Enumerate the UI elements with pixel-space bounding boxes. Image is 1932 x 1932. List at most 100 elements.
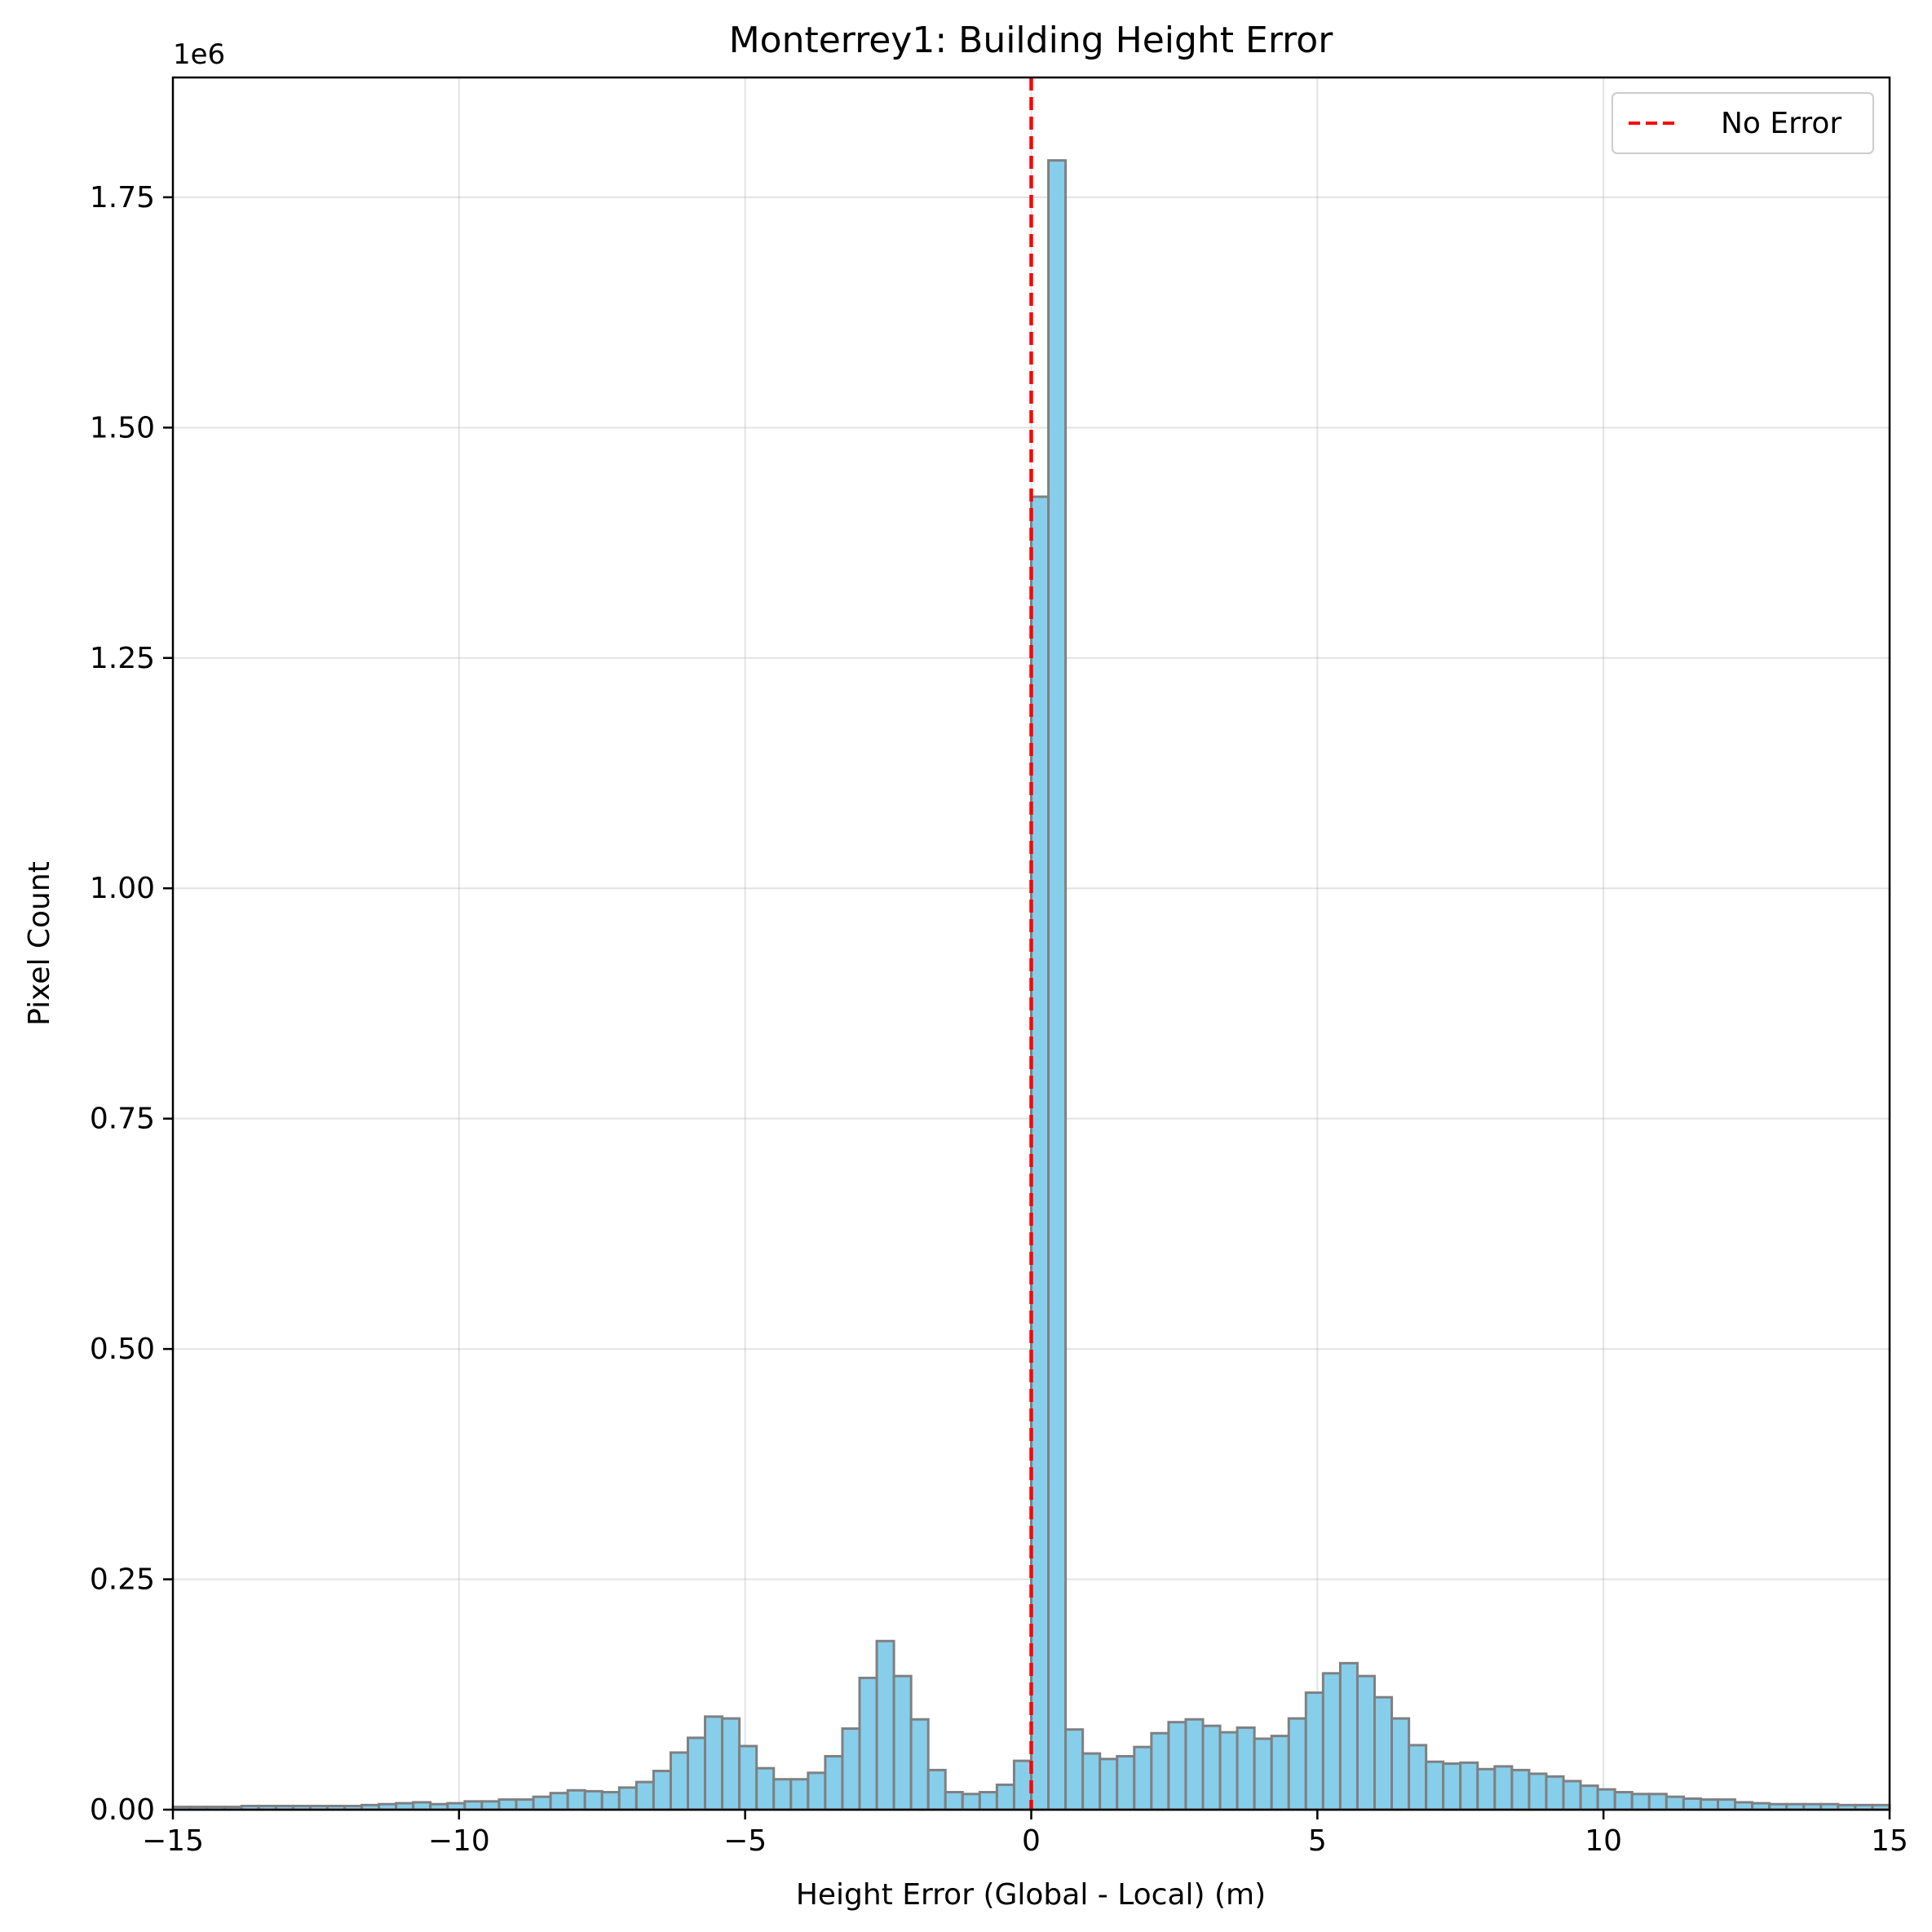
histogram-bar bbox=[1734, 1801, 1754, 1811]
y-tick-label: 1.00 bbox=[90, 872, 155, 905]
histogram-bar bbox=[738, 1744, 758, 1811]
legend-box bbox=[1611, 92, 1874, 154]
histogram-bar bbox=[1064, 1728, 1085, 1811]
histogram-bar bbox=[1116, 1754, 1136, 1811]
histogram-bar bbox=[961, 1793, 981, 1811]
histogram-bar bbox=[652, 1770, 672, 1811]
histogram-bar bbox=[721, 1717, 741, 1811]
histogram-bar bbox=[687, 1736, 707, 1811]
histogram-bar bbox=[1355, 1674, 1376, 1811]
histogram-bar bbox=[1321, 1672, 1342, 1811]
histogram-bar bbox=[1099, 1757, 1119, 1811]
histogram-bar bbox=[1596, 1788, 1616, 1811]
histogram-bars bbox=[171, 159, 1891, 1811]
y-tick-label: 1.50 bbox=[90, 411, 155, 444]
histogram-bar bbox=[978, 1791, 998, 1811]
histogram-bar bbox=[600, 1791, 621, 1811]
histogram-bar bbox=[1184, 1718, 1205, 1811]
histogram-bar bbox=[1270, 1735, 1290, 1811]
y-axis-label: Pixel Count bbox=[23, 861, 56, 1026]
histogram-bar bbox=[1527, 1772, 1548, 1811]
histogram-bar bbox=[1562, 1779, 1582, 1811]
histogram-bar bbox=[1167, 1721, 1187, 1811]
y-tick-label: 1.75 bbox=[90, 181, 155, 214]
histogram-bar bbox=[1133, 1745, 1153, 1811]
histogram-bar bbox=[1201, 1724, 1222, 1811]
histogram-bar bbox=[669, 1751, 690, 1811]
histogram-bar bbox=[841, 1727, 861, 1811]
histogram-bar bbox=[926, 1768, 947, 1811]
histogram-bar bbox=[1665, 1795, 1685, 1811]
y-tick-label: 1.25 bbox=[90, 642, 155, 675]
histogram-bar bbox=[1253, 1737, 1273, 1811]
histogram-bar bbox=[1442, 1762, 1462, 1811]
histogram-bar bbox=[1493, 1765, 1514, 1811]
histogram-bar bbox=[1218, 1731, 1239, 1811]
histogram-bar bbox=[892, 1674, 913, 1811]
histogram-bar bbox=[1425, 1760, 1445, 1811]
x-axis-label: Height Error (Global - Local) (m) bbox=[796, 1878, 1266, 1912]
histogram-bar bbox=[1510, 1768, 1531, 1811]
histogram-bar bbox=[1682, 1797, 1702, 1811]
histogram-bar bbox=[1236, 1726, 1256, 1811]
histogram-bar bbox=[1699, 1798, 1719, 1811]
histogram-bar bbox=[704, 1715, 724, 1811]
histogram-bar bbox=[634, 1780, 655, 1811]
histogram-bar bbox=[566, 1788, 586, 1811]
histogram-bar bbox=[909, 1718, 930, 1811]
histogram-bar bbox=[1081, 1752, 1102, 1811]
histogram-bar bbox=[772, 1778, 793, 1811]
histogram-bar bbox=[1012, 1759, 1032, 1811]
x-tick-label: −15 bbox=[142, 1824, 204, 1858]
histogram-bar bbox=[515, 1798, 535, 1811]
histogram-bar bbox=[532, 1795, 552, 1811]
histogram-bar bbox=[412, 1801, 432, 1811]
legend: No Error bbox=[1611, 92, 1874, 154]
x-tick-label: 5 bbox=[1308, 1824, 1327, 1858]
y-scale-label: 1e6 bbox=[173, 38, 225, 71]
histogram-bar bbox=[480, 1800, 501, 1811]
histogram-bar bbox=[1613, 1791, 1634, 1811]
x-tick-label: 10 bbox=[1585, 1824, 1622, 1858]
histogram-bar bbox=[1408, 1744, 1428, 1811]
y-tick-label: 0.75 bbox=[90, 1103, 155, 1136]
histogram-bar bbox=[1459, 1761, 1479, 1811]
histogram-bar bbox=[858, 1676, 878, 1811]
histogram-bar bbox=[1150, 1731, 1170, 1811]
histogram-bar bbox=[1390, 1717, 1411, 1811]
histogram-bar bbox=[1287, 1717, 1307, 1811]
histogram-bar bbox=[583, 1789, 603, 1811]
histogram-bar bbox=[497, 1798, 518, 1811]
histogram-bar bbox=[549, 1792, 569, 1811]
chart-title: Monterrey1: Building Height Error bbox=[729, 20, 1334, 61]
histogram-bar bbox=[1338, 1661, 1359, 1811]
histogram-bar bbox=[944, 1791, 964, 1811]
histogram-bar bbox=[1047, 159, 1068, 1811]
histogram-bar bbox=[1545, 1775, 1565, 1811]
y-axis-ticks: 0.00 0.25 0.50 0.75 1.00 1.25 1.50 1.75 bbox=[90, 181, 173, 1827]
y-tick-label: 0.00 bbox=[90, 1793, 155, 1827]
histogram-bar bbox=[1030, 495, 1050, 1811]
histogram-bar bbox=[1630, 1793, 1651, 1811]
histogram-bar bbox=[1717, 1798, 1737, 1811]
histogram-bar bbox=[1373, 1695, 1394, 1811]
x-tick-label: −5 bbox=[723, 1824, 767, 1858]
histogram-bar bbox=[807, 1771, 827, 1811]
histogram-bar bbox=[995, 1783, 1015, 1811]
y-tick-label: 0.25 bbox=[90, 1563, 155, 1597]
histogram-bar bbox=[789, 1778, 810, 1811]
x-axis-ticks: −15 −10 −5 0 5 10 15 bbox=[142, 1810, 1908, 1858]
histogram-bar bbox=[1476, 1767, 1497, 1811]
histogram-bar bbox=[824, 1754, 844, 1811]
histogram-bar bbox=[755, 1766, 776, 1811]
histogram-bar bbox=[617, 1786, 638, 1811]
histogram-bar bbox=[1647, 1793, 1668, 1811]
x-tick-label: −10 bbox=[428, 1824, 490, 1858]
histogram-bar bbox=[463, 1800, 484, 1811]
histogram-bar bbox=[1579, 1784, 1599, 1811]
legend-label-no-error: No Error bbox=[1721, 107, 1841, 140]
x-tick-label: 0 bbox=[1022, 1824, 1041, 1858]
y-tick-label: 0.50 bbox=[90, 1333, 155, 1366]
x-tick-label: 15 bbox=[1871, 1824, 1908, 1858]
